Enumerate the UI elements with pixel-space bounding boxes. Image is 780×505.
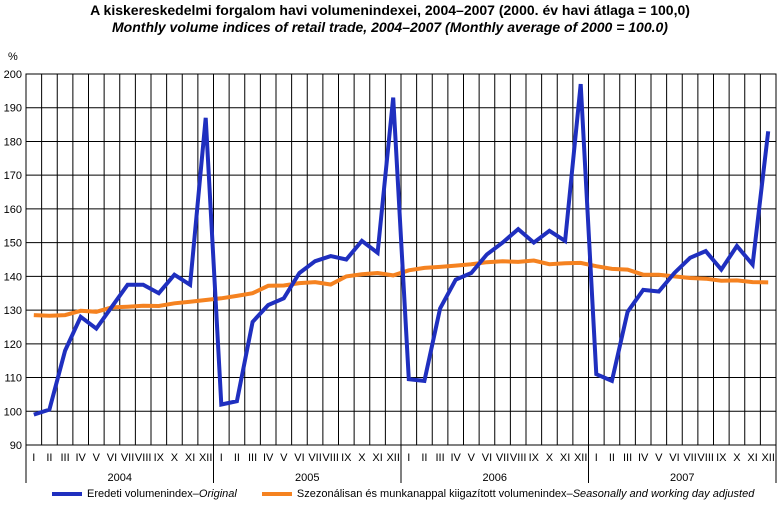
x-tick-label: VI [107, 452, 117, 464]
x-tick-label: VII [683, 452, 696, 464]
x-tick-label: XI [185, 452, 195, 464]
gridlines [25, 73, 777, 446]
x-tick-label: II [421, 452, 427, 464]
y-tick-label: 110 [4, 373, 22, 385]
x-tick-label: V [93, 452, 101, 464]
y-axis-tick-labels: 90 100 110 120 130 140 150 160 170 180 190 200 [4, 69, 22, 452]
legend-item-original: Eredeti volumenindex – Original [52, 488, 237, 500]
legend: Eredeti volumenindex – Original Szezonál… [52, 487, 776, 500]
year-label: 2007 [670, 472, 694, 484]
x-tick-label: IX [341, 452, 352, 464]
y-axis-label: % [8, 51, 18, 63]
x-tick-label: VI [669, 452, 679, 464]
chart-title: A kiskereskedelmi forgalom havi volumeni… [90, 2, 690, 18]
x-tick-label: VIII [135, 452, 152, 464]
legend-label-adjusted-en: Seasonally and working day adjusted [572, 488, 755, 500]
x-tick-label: IX [529, 452, 540, 464]
x-tick-label: V [280, 452, 288, 464]
x-tick-label: VIII [697, 452, 714, 464]
x-tick-label: X [546, 452, 554, 464]
chart-titles: A kiskereskedelmi forgalom havi volumeni… [0, 2, 780, 36]
y-tick-label: 130 [4, 305, 22, 317]
x-tick-label: XII [761, 452, 774, 464]
x-tick-label: XII [386, 452, 399, 464]
y-tick-label: 120 [4, 339, 22, 351]
legend-label-original: Eredeti volumenindex [87, 488, 193, 500]
x-tick-label: IX [154, 452, 165, 464]
year-label: 2004 [108, 472, 132, 484]
x-tick-label: IV [638, 452, 649, 464]
x-tick-label: VII [496, 452, 509, 464]
legend-swatch-adjusted [261, 492, 292, 496]
x-tick-label: IX [716, 452, 727, 464]
x-tick-label: X [171, 452, 179, 464]
legend-separator: – [566, 488, 573, 500]
x-tick-label: VIII [510, 452, 527, 464]
x-tick-label: VI [482, 452, 492, 464]
y-tick-label: 200 [4, 69, 22, 81]
x-tick-label: III [623, 452, 632, 464]
x-tick-label: XII [199, 452, 212, 464]
year-label: 2005 [295, 472, 319, 484]
x-tick-label: I [32, 452, 35, 464]
chart-subtitle: Monthly volume indices of retail trade, … [112, 19, 668, 35]
x-tick-label: III [435, 452, 444, 464]
y-tick-label: 150 [4, 238, 22, 250]
x-tick-label: XI [747, 452, 757, 464]
x-tick-label: VII [121, 452, 134, 464]
x-tick-label: II [609, 452, 615, 464]
x-tick-label: VI [294, 452, 304, 464]
x-tick-label: IV [263, 452, 274, 464]
series-line-original [33, 83, 771, 417]
x-tick-label: XI [372, 452, 382, 464]
x-tick-label: III [248, 452, 257, 464]
x-tick-label: VII [308, 452, 321, 464]
x-tick-label: X [358, 452, 366, 464]
x-tick-label: XII [574, 452, 587, 464]
series-lines [33, 83, 771, 417]
x-tick-label: V [655, 452, 663, 464]
x-tick-label: XI [560, 452, 570, 464]
y-tick-label: 190 [4, 103, 22, 115]
x-tick-label: X [733, 452, 741, 464]
year-label: 2006 [483, 472, 507, 484]
legend-label-adjusted: Szezonálisan és munkanappal kiigazított … [296, 488, 567, 500]
x-tick-label: V [468, 452, 476, 464]
legend-item-adjusted: Szezonálisan és munkanappal kiigazított … [261, 488, 755, 500]
x-tick-label: I [595, 452, 598, 464]
x-tick-label: I [220, 452, 223, 464]
y-tick-label: 160 [4, 204, 22, 216]
x-tick-label: VIII [322, 452, 339, 464]
y-tick-label: 100 [4, 406, 22, 418]
legend-label-original-en: Original [198, 488, 237, 500]
legend-separator: – [192, 488, 199, 500]
x-tick-label: II [234, 452, 240, 464]
x-tick-label: IV [450, 452, 461, 464]
legend-swatch-original [52, 492, 82, 496]
x-tick-label: III [60, 452, 69, 464]
x-tick-label: IV [75, 452, 86, 464]
y-tick-label: 90 [10, 440, 22, 452]
y-tick-label: 140 [4, 271, 22, 283]
x-tick-label: I [407, 452, 410, 464]
y-tick-label: 170 [4, 170, 22, 182]
y-tick-label: 180 [4, 136, 22, 148]
x-tick-label: II [46, 452, 52, 464]
